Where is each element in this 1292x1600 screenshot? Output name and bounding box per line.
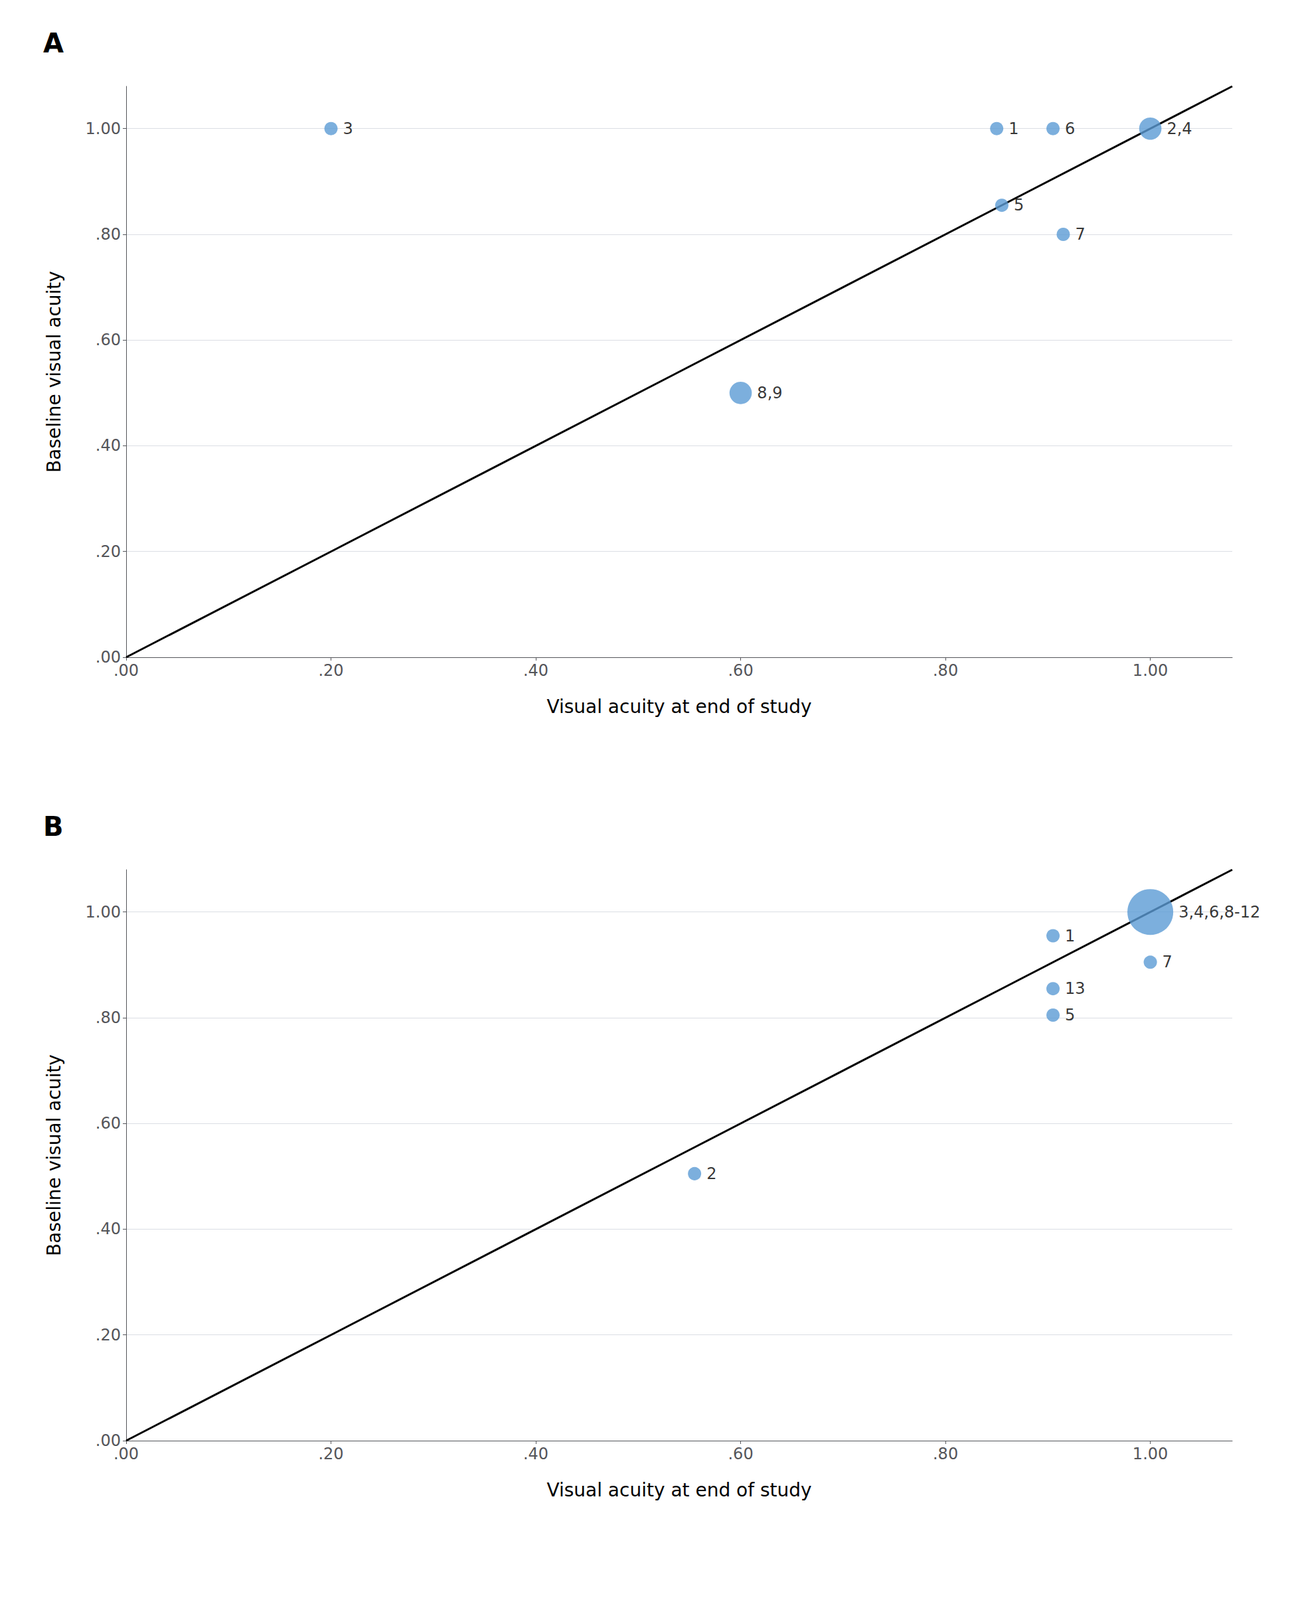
svg-text:.60: .60 bbox=[95, 330, 121, 350]
svg-text:.40: .40 bbox=[523, 661, 549, 680]
svg-text:Baseline visual acuity: Baseline visual acuity bbox=[43, 270, 66, 473]
svg-text:B: B bbox=[43, 811, 64, 842]
svg-text:2: 2 bbox=[706, 1164, 717, 1184]
svg-text:.40: .40 bbox=[95, 436, 121, 455]
svg-text:Visual acuity at end of study: Visual acuity at end of study bbox=[546, 695, 812, 718]
svg-text:.80: .80 bbox=[95, 1008, 121, 1028]
svg-text:.20: .20 bbox=[95, 1325, 121, 1345]
svg-text:1.00: 1.00 bbox=[85, 119, 121, 139]
svg-text:.80: .80 bbox=[932, 1444, 959, 1464]
svg-text:7: 7 bbox=[1162, 952, 1173, 972]
svg-text:1: 1 bbox=[1064, 926, 1075, 946]
svg-text:.40: .40 bbox=[523, 1444, 549, 1464]
svg-text:.00: .00 bbox=[113, 1444, 139, 1464]
svg-text:5: 5 bbox=[1013, 195, 1024, 215]
svg-text:.60: .60 bbox=[95, 1114, 121, 1133]
svg-text:.40: .40 bbox=[95, 1219, 121, 1239]
svg-text:3: 3 bbox=[343, 119, 354, 139]
svg-text:.80: .80 bbox=[95, 225, 121, 244]
svg-text:.00: .00 bbox=[95, 647, 121, 667]
svg-text:7: 7 bbox=[1074, 225, 1085, 244]
svg-text:.60: .60 bbox=[727, 661, 753, 680]
svg-text:1.00: 1.00 bbox=[1132, 661, 1168, 680]
svg-text:.60: .60 bbox=[727, 1444, 753, 1464]
svg-text:6: 6 bbox=[1064, 119, 1075, 139]
svg-text:A: A bbox=[43, 27, 64, 59]
svg-text:1.00: 1.00 bbox=[1132, 1444, 1168, 1464]
svg-text:.80: .80 bbox=[932, 661, 959, 680]
svg-text:.20: .20 bbox=[95, 542, 121, 562]
svg-text:2,4: 2,4 bbox=[1166, 119, 1192, 139]
svg-text:.00: .00 bbox=[95, 1431, 121, 1451]
svg-text:5: 5 bbox=[1064, 1005, 1075, 1025]
svg-text:Baseline visual acuity: Baseline visual acuity bbox=[43, 1054, 66, 1257]
svg-text:Visual acuity at end of study: Visual acuity at end of study bbox=[546, 1479, 812, 1502]
svg-text:8,9: 8,9 bbox=[756, 383, 783, 403]
svg-text:3,4,6,8-12: 3,4,6,8-12 bbox=[1178, 902, 1261, 922]
svg-text:1: 1 bbox=[1008, 119, 1019, 139]
svg-text:.00: .00 bbox=[113, 661, 139, 680]
svg-text:.20: .20 bbox=[318, 661, 344, 680]
svg-text:.20: .20 bbox=[318, 1444, 344, 1464]
svg-text:1.00: 1.00 bbox=[85, 902, 121, 922]
svg-text:13: 13 bbox=[1064, 979, 1086, 998]
